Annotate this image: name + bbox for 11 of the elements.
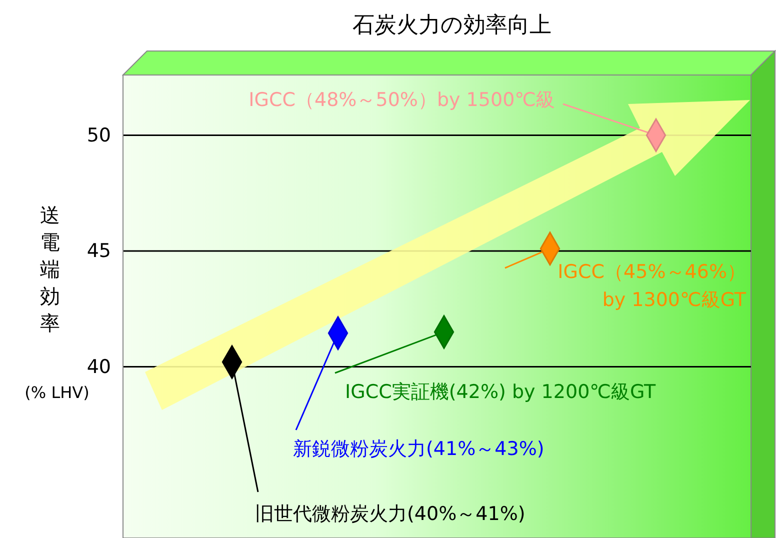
chart-title: 石炭火力の効率向上 [352, 13, 552, 38]
annotation: 新鋭微粉炭火力(41%～43%) [293, 438, 544, 460]
y-tick-label: 40 [86, 356, 111, 378]
annotation: IGCC（45%～46%） by 1300℃級GT [558, 261, 746, 311]
y-tick-label: 45 [86, 240, 111, 262]
text: (% LHV) [24, 383, 90, 402]
annotation: 旧世代微粉炭火力(40%～41%) [255, 503, 526, 525]
annotation: IGCC実証機(42%) by 1200℃級GT [345, 381, 656, 403]
y-axis-title: 送電端効率 [40, 203, 60, 335]
y-tick-label: 50 [86, 124, 111, 146]
annotation: IGCC（48%～50%）by 1500℃級 [248, 89, 555, 111]
